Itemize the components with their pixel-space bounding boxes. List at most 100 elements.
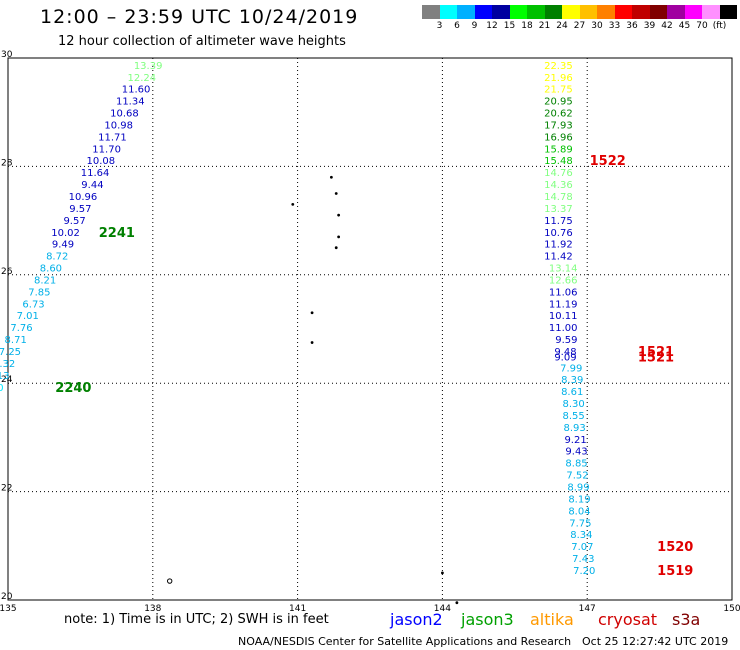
swh-value-label: 16.96 [544,132,573,143]
y-tick-label: 28 [1,158,13,168]
swh-value-label: 14.76 [544,168,573,179]
color-swatch [422,5,440,19]
swh-value-label: 7.20 [573,566,595,577]
island-marker [334,246,338,250]
time-label: 1522 [590,154,626,169]
color-swatch [579,5,597,19]
swh-value-label: 10.11 [549,311,578,322]
x-tick-label: 138 [144,604,161,614]
swh-value-label: 14.78 [544,192,573,203]
swh-value-label: 10.68 [110,109,139,120]
swh-value-label: 7.52 [566,471,588,482]
time-label: 2241 [99,226,135,241]
swh-value-label: 11.19 [549,299,578,310]
color-scale-label: 6 [454,21,460,31]
y-tick-label: 20 [1,592,13,602]
color-scale-label: 3 [436,21,443,31]
swh-value-label: 17.93 [544,120,573,131]
time-label: 1521 [638,345,674,360]
swh-value-label: 11.00 [549,323,578,334]
swh-value-label: 11.92 [544,240,573,251]
swh-value-label: 15.48 [544,156,573,167]
time-label: 2240 [55,381,91,396]
x-tick-label: 150 [723,604,740,614]
color-swatch [492,5,510,19]
color-scale-labels: 3 6 9 12 15 18 21 24 27 30 33 36 39 42 45 70 (ft) [422,21,732,35]
swh-value-label: 9.21 [564,435,586,446]
color-swatch [597,5,615,19]
x-tick-label: 144 [434,604,451,614]
swh-value-label: 12.24 [128,73,157,84]
swh-value-label: 7.01 [17,311,39,322]
legend-item-jason2: jason2 [390,610,443,629]
color-swatch [632,5,650,19]
x-tick-label: 147 [579,604,596,614]
swh-value-label: 20.62 [544,109,573,120]
swh-value-label: 10.08 [87,156,116,167]
color-swatch [509,5,527,19]
swh-value-label: 8.30 [563,399,585,410]
swh-value-label: 22.35 [544,61,573,72]
island-marker [291,202,295,206]
swh-value-label: 5.60 [0,383,4,394]
swh-value-label: 13.39 [134,61,163,72]
swh-value-label: 11.34 [116,97,145,108]
legend-item-s3a: s3a [672,610,701,629]
color-swatch [562,5,580,19]
island-marker [337,235,341,239]
color-scale-label: 45 [678,21,691,31]
swh-value-label: 8.55 [563,411,585,422]
color-swatch [667,5,685,19]
swh-value-label: 10.96 [69,192,98,203]
swh-value-label: 12.66 [549,275,578,286]
color-scale-label: 36 [626,21,638,31]
swh-value-label: 10.76 [544,228,573,239]
swh-value-label: 8.19 [568,494,590,505]
y-tick-label: 22 [1,484,12,494]
color-scale-label: 9 [471,21,478,31]
color-swatch [614,5,632,19]
swh-value-label: 6.73 [22,299,44,310]
swh-value-label: 11.60 [122,85,151,96]
swh-value-label: 9.49 [52,240,74,251]
color-scale-label: 42 [661,21,673,31]
color-scale-label: 70 [696,21,708,31]
swh-value-label: 21.96 [544,73,573,84]
color-scale-label: 12 [486,21,498,31]
y-tick-label: 30 [1,50,13,60]
map-subtitle: 12 hour collection of altimeter wave hei… [58,34,346,49]
legend-item-altika: altika [530,610,574,629]
swh-value-label: 9.57 [69,204,91,215]
swh-value-label: 8.71 [5,335,27,346]
swh-value-label: 8.04 [568,506,590,517]
color-scale-label: 30 [591,21,603,31]
swh-value-label: 8.61 [561,387,583,398]
color-swatch [719,5,737,19]
swh-value-label: 7.99 [560,363,582,374]
x-tick-label: 141 [289,604,306,614]
credit-footer: NOAA/NESDIS Center for Satellite Applica… [238,635,572,648]
color-scale-label: 39 [643,21,656,31]
swh-value-label: 8.60 [40,264,62,275]
y-tick-label: 26 [1,267,13,277]
swh-value-label: 8.72 [46,252,68,263]
color-swatch [684,5,702,19]
swh-value-label: 11.42 [544,252,573,263]
swh-value-label: 11.71 [98,132,127,143]
swh-value-label: 21.75 [544,85,573,96]
swh-value-label: 11.75 [544,216,573,227]
island-marker [337,213,341,217]
color-swatch [544,5,562,19]
color-scale-label: 27 [573,21,586,31]
swh-value-label: 11.06 [549,287,578,298]
swh-value-label: 20.95 [544,97,573,108]
color-scale-label: 24 [556,21,568,31]
color-swatch [649,5,667,19]
island-marker [455,601,459,605]
island-marker [166,578,173,584]
swh-value-label: 7.76 [10,323,32,334]
legend-item-jason3: jason3 [461,610,514,629]
swh-value-label: 7.75 [569,518,591,529]
swh-value-label: 8.34 [570,530,592,541]
legend-item-cryosat: cryosat [598,610,658,629]
